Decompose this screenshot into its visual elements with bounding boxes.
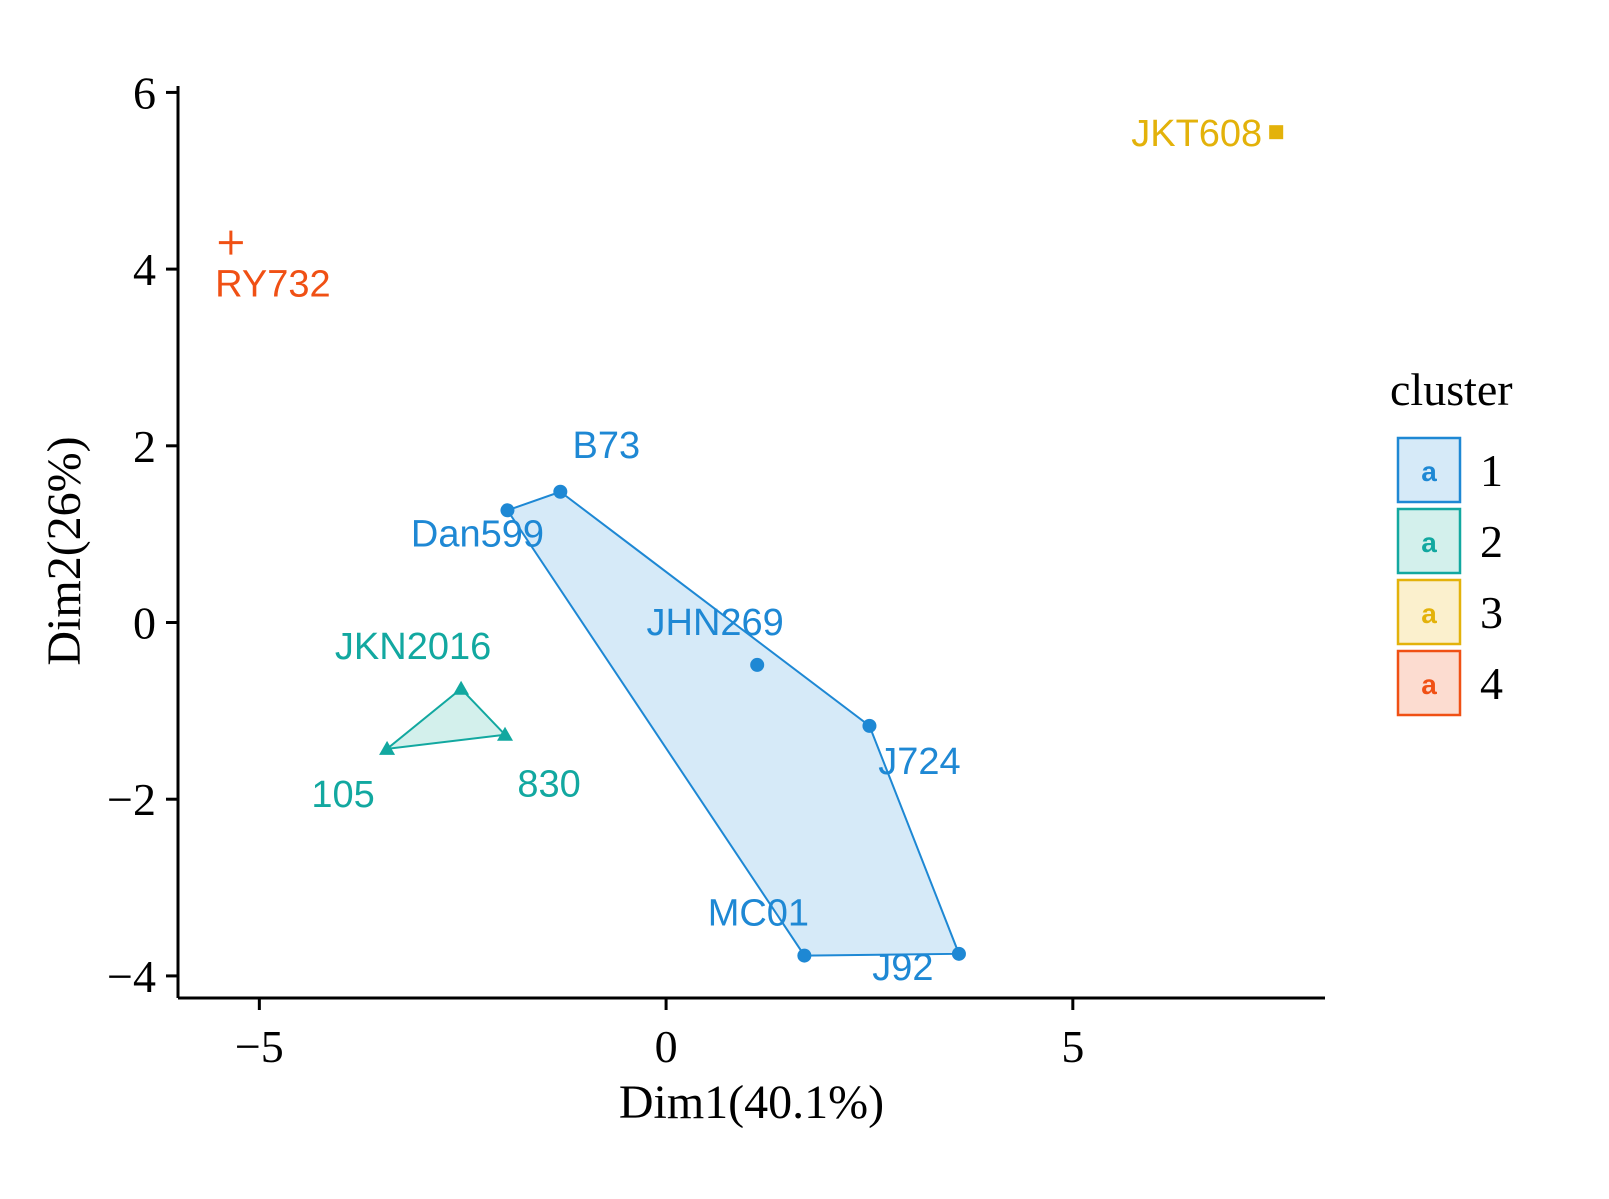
legend-title: cluster [1390, 364, 1513, 415]
data-point [497, 726, 514, 741]
y-ticks: −4 −2 0 2 4 6 [107, 67, 178, 1002]
legend-key [1396, 578, 1462, 646]
cluster-1-hull [505, 490, 961, 957]
point-label: B73 [573, 425, 641, 467]
data-point [1269, 125, 1284, 140]
data-point [500, 503, 515, 518]
x-ticks: −5 0 5 [235, 998, 1084, 1072]
cluster-2-hull [383, 687, 508, 751]
cluster-hulls [383, 490, 961, 957]
legend-glyph: a [1421, 527, 1437, 558]
x-tick-label: 0 [655, 1021, 678, 1072]
y-tick-label: −4 [107, 951, 156, 1002]
legend: cluster a 1a 2a 3a 4 [1390, 364, 1513, 717]
point-label: 105 [311, 774, 374, 816]
legend-label: 1 [1480, 445, 1503, 496]
data-point [379, 740, 396, 755]
data-point [862, 718, 877, 733]
point-label: J92 [872, 947, 933, 989]
data-points [218, 125, 1284, 963]
y-tick-label: 2 [133, 421, 156, 472]
axes: −5 0 5 −4 −2 0 2 4 6 [107, 67, 1325, 1072]
point-labels: B73 Dan599 JHN269 J724 MC01 J92 JKN2016 830 105 J… [215, 113, 1262, 989]
point-label: JKT608 [1131, 113, 1262, 155]
legend-label: 3 [1480, 587, 1503, 638]
legend-key [1396, 436, 1462, 504]
point-label: JHN269 [647, 602, 784, 644]
legend-glyph: a [1421, 598, 1437, 629]
legend-label: 2 [1480, 516, 1503, 567]
data-point [750, 657, 765, 672]
x-tick-label: 5 [1061, 1021, 1084, 1072]
y-tick-label: 6 [133, 67, 156, 118]
legend-glyph: a [1421, 669, 1437, 700]
legend-items: a 1a 2a 3a 4 [1396, 436, 1503, 717]
y-tick-label: 4 [133, 244, 156, 295]
point-label: J724 [878, 741, 960, 783]
point-label: 830 [517, 764, 580, 806]
x-axis-title: Dim1(40.1%) [619, 1076, 884, 1129]
point-label: JKN2016 [335, 626, 491, 668]
legend-label: 4 [1480, 658, 1503, 709]
y-tick-label: −2 [107, 774, 156, 825]
y-axis-title: Dim2(26%) [38, 436, 91, 665]
legend-key [1396, 649, 1462, 717]
point-label: RY732 [215, 264, 331, 306]
point-label: Dan599 [411, 513, 544, 555]
data-point [951, 946, 966, 961]
data-point [218, 230, 243, 255]
legend-glyph: a [1421, 456, 1437, 487]
data-point [453, 680, 470, 695]
legend-key [1396, 507, 1462, 575]
point-label: MC01 [708, 893, 809, 935]
y-tick-label: 0 [133, 598, 156, 649]
data-point [553, 484, 568, 499]
x-tick-label: −5 [235, 1021, 284, 1072]
data-point [797, 948, 812, 963]
